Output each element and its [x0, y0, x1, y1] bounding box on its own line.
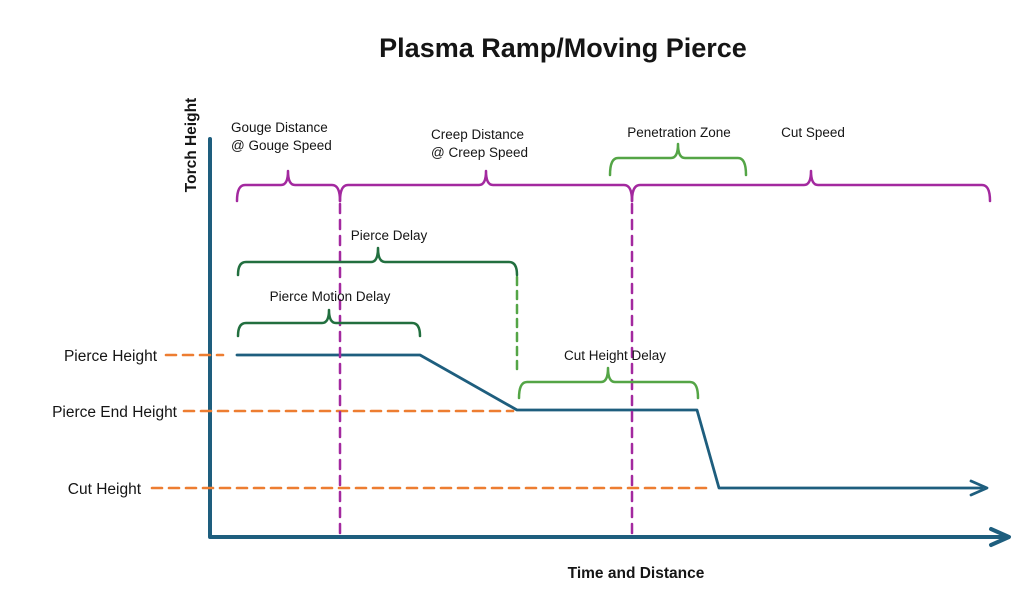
cut-speed-brace: [630, 169, 992, 203]
torch-height-line: [235, 353, 984, 490]
x-axis-label: Time and Distance: [568, 565, 705, 582]
axes-group: [208, 137, 1011, 547]
penetration-zone-label: Penetration Zone: [627, 125, 731, 140]
gouge-distance-label-line2: @ Gouge Speed: [231, 138, 332, 153]
pierce-height-label: Pierce Height: [64, 348, 158, 365]
gouge-distance-label-line1: Gouge Distance: [231, 120, 328, 135]
pierce-end-height-label: Pierce End Height: [52, 404, 178, 421]
y-axis-label: Torch Height: [183, 98, 200, 192]
dark-green-group: [236, 246, 519, 338]
pierce-delay-brace: [236, 246, 519, 277]
gouge-distance-brace: [235, 169, 342, 203]
cut-height-delay-label: Cut Height Delay: [564, 348, 666, 363]
cut-height-label: Cut Height: [68, 481, 142, 498]
page-title: Plasma Ramp/Moving Pierce: [379, 33, 747, 63]
penetration-zone-brace: [608, 142, 748, 177]
cut-speed-label: Cut Speed: [781, 125, 845, 140]
pierce-delay-label: Pierce Delay: [351, 228, 428, 243]
pierce-motion-delay-brace: [236, 308, 422, 338]
torch-line-arrowhead-icon: [969, 479, 989, 497]
torch-line-group: [235, 353, 989, 497]
height-reference-group: [150, 353, 710, 490]
x-axis-arrowhead-icon: [989, 527, 1011, 547]
axis-lines: [208, 137, 1008, 539]
speed-zones-group: [235, 169, 992, 537]
pierce-motion-delay-label: Pierce Motion Delay: [270, 289, 391, 304]
creep-distance-brace: [338, 169, 634, 203]
creep-distance-label-line1: Creep Distance: [431, 127, 524, 142]
creep-distance-label-line2: @ Creep Speed: [431, 145, 528, 160]
cut-height-delay-brace: [517, 366, 700, 400]
light-green-group: [515, 142, 748, 400]
